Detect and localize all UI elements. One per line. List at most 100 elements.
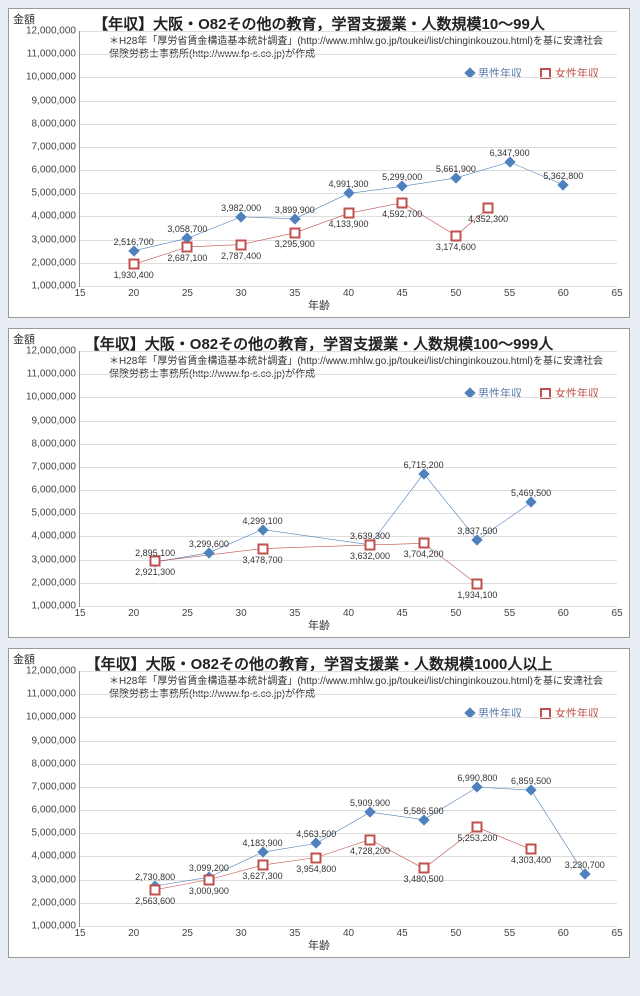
x-tick-label: 30 bbox=[236, 926, 247, 939]
y-tick-label: 1,000,000 bbox=[32, 601, 81, 612]
x-tick-label: 60 bbox=[558, 926, 569, 939]
x-tick-label: 30 bbox=[236, 286, 247, 299]
y-tick-label: 9,000,000 bbox=[32, 735, 81, 746]
y-tick-label: 2,000,000 bbox=[32, 577, 81, 588]
y-tick-label: 5,000,000 bbox=[32, 508, 81, 519]
female-point bbox=[289, 227, 300, 238]
y-tick-label: 7,000,000 bbox=[32, 781, 81, 792]
y-tick-label: 5,000,000 bbox=[32, 828, 81, 839]
y-tick-label: 5,000,000 bbox=[32, 188, 81, 199]
female-point bbox=[150, 884, 161, 895]
data-label: 3,230,700 bbox=[565, 860, 605, 870]
gridline bbox=[80, 77, 617, 78]
y-tick-label: 10,000,000 bbox=[26, 392, 80, 403]
female-point bbox=[203, 874, 214, 885]
gridline bbox=[80, 31, 617, 32]
gridline bbox=[80, 513, 617, 514]
male-point bbox=[128, 245, 139, 256]
x-axis-title: 年齢 bbox=[308, 617, 330, 633]
data-label: 5,586,500 bbox=[404, 806, 444, 816]
male-point bbox=[343, 188, 354, 199]
y-tick-label: 3,000,000 bbox=[32, 554, 81, 565]
data-label: 6,347,900 bbox=[490, 148, 530, 158]
x-tick-label: 45 bbox=[397, 606, 408, 619]
y-tick-label: 7,000,000 bbox=[32, 141, 81, 152]
y-tick-label: 11,000,000 bbox=[27, 369, 80, 380]
x-tick-label: 30 bbox=[236, 606, 247, 619]
data-label: 3,478,700 bbox=[243, 555, 283, 565]
data-label: 4,592,700 bbox=[382, 209, 422, 219]
y-tick-label: 3,000,000 bbox=[32, 234, 81, 245]
x-tick-label: 15 bbox=[74, 606, 85, 619]
data-label: 4,352,300 bbox=[468, 214, 508, 224]
data-label: 5,469,500 bbox=[511, 488, 551, 498]
male-point bbox=[472, 781, 483, 792]
gridline bbox=[80, 536, 617, 537]
y-tick-label: 6,000,000 bbox=[32, 165, 81, 176]
x-tick-label: 40 bbox=[343, 606, 354, 619]
female-point bbox=[236, 239, 247, 250]
male-point bbox=[579, 869, 590, 880]
plot-area: 1,000,0002,000,0003,000,0004,000,0005,00… bbox=[79, 671, 617, 927]
x-tick-label: 35 bbox=[289, 606, 300, 619]
gridline bbox=[80, 694, 617, 695]
x-axis-title: 年齢 bbox=[308, 937, 330, 953]
gridline bbox=[80, 240, 617, 241]
y-tick-label: 4,000,000 bbox=[32, 851, 81, 862]
male-point bbox=[364, 807, 375, 818]
gridline bbox=[80, 421, 617, 422]
gridline bbox=[80, 170, 617, 171]
y-tick-label: 11,000,000 bbox=[27, 49, 80, 60]
x-tick-label: 60 bbox=[558, 606, 569, 619]
x-tick-label: 60 bbox=[558, 286, 569, 299]
gridline bbox=[80, 764, 617, 765]
gridline bbox=[80, 54, 617, 55]
female-point bbox=[472, 579, 483, 590]
data-label: 3,982,000 bbox=[221, 203, 261, 213]
male-point bbox=[450, 172, 461, 183]
y-tick-label: 12,000,000 bbox=[26, 26, 80, 37]
y-tick-label: 8,000,000 bbox=[32, 118, 81, 129]
female-point bbox=[450, 230, 461, 241]
gridline bbox=[80, 101, 617, 102]
y-tick-label: 12,000,000 bbox=[26, 666, 80, 677]
male-point bbox=[257, 524, 268, 535]
data-label: 6,859,500 bbox=[511, 776, 551, 786]
data-label: 3,480,500 bbox=[404, 874, 444, 884]
x-axis-title: 年齢 bbox=[308, 297, 330, 313]
female-point bbox=[182, 241, 193, 252]
gridline bbox=[80, 810, 617, 811]
data-label: 3,058,700 bbox=[167, 224, 207, 234]
x-tick-label: 35 bbox=[289, 926, 300, 939]
data-label: 4,991,300 bbox=[328, 179, 368, 189]
gridline bbox=[80, 467, 617, 468]
chart-panel: 【年収】大阪・O82その他の教育，学習支援業・人数規模100～999人＊H28年… bbox=[8, 328, 630, 638]
data-label: 4,728,200 bbox=[350, 846, 390, 856]
y-tick-label: 1,000,000 bbox=[32, 281, 81, 292]
x-tick-label: 20 bbox=[128, 286, 139, 299]
y-tick-label: 2,000,000 bbox=[32, 257, 81, 268]
gridline bbox=[80, 741, 617, 742]
male-point bbox=[418, 814, 429, 825]
y-tick-label: 11,000,000 bbox=[27, 689, 80, 700]
x-tick-label: 55 bbox=[504, 926, 515, 939]
gridline bbox=[80, 397, 617, 398]
gridline bbox=[80, 444, 617, 445]
chart-lines bbox=[80, 31, 617, 286]
gridline bbox=[80, 671, 617, 672]
data-label: 3,837,500 bbox=[457, 526, 497, 536]
gridline bbox=[80, 124, 617, 125]
chart-panel: 【年収】大阪・O82その他の教育，学習支援業・人数規模10～99人＊H28年「厚… bbox=[8, 8, 630, 318]
female-point bbox=[257, 860, 268, 871]
x-tick-label: 50 bbox=[450, 926, 461, 939]
male-point bbox=[203, 547, 214, 558]
y-tick-label: 10,000,000 bbox=[26, 72, 80, 83]
male-point bbox=[525, 497, 536, 508]
x-tick-label: 15 bbox=[74, 286, 85, 299]
female-point bbox=[418, 863, 429, 874]
data-label: 2,687,100 bbox=[167, 253, 207, 263]
y-tick-label: 8,000,000 bbox=[32, 758, 81, 769]
data-label: 6,715,200 bbox=[404, 460, 444, 470]
y-tick-label: 4,000,000 bbox=[32, 211, 81, 222]
x-tick-label: 40 bbox=[343, 286, 354, 299]
